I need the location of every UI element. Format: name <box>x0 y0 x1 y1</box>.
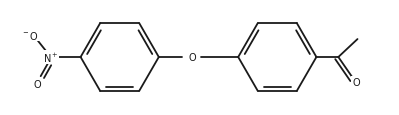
Text: O: O <box>34 79 41 89</box>
Text: $^-$O: $^-$O <box>21 29 39 41</box>
Text: N$^+$: N$^+$ <box>43 51 59 64</box>
Text: O: O <box>188 53 196 62</box>
Text: O: O <box>352 78 360 87</box>
